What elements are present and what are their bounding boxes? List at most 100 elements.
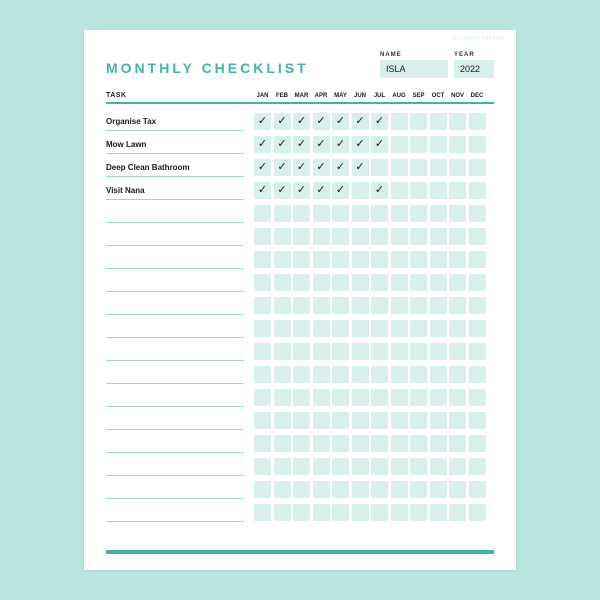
checkbox[interactable] [293,458,310,475]
checkbox[interactable] [313,366,330,383]
checkbox[interactable] [469,458,486,475]
checkbox[interactable] [352,182,369,199]
checkbox[interactable] [391,297,408,314]
checkbox[interactable] [430,320,447,337]
checkbox[interactable] [274,504,291,521]
checkbox[interactable] [449,389,466,406]
checkbox[interactable] [371,205,388,222]
checkbox[interactable] [391,274,408,291]
checkbox[interactable] [430,251,447,268]
checkbox[interactable] [391,320,408,337]
checkbox[interactable] [430,182,447,199]
checkbox[interactable] [274,366,291,383]
checkbox[interactable] [274,251,291,268]
checkbox[interactable] [410,228,427,245]
checkbox[interactable] [449,159,466,176]
checkbox[interactable] [313,504,330,521]
checkbox[interactable] [293,504,310,521]
checkbox[interactable] [430,228,447,245]
checkbox[interactable] [449,297,466,314]
checkbox[interactable] [410,136,427,153]
checkbox[interactable] [293,320,310,337]
checkbox[interactable] [254,343,271,360]
checkbox[interactable] [313,389,330,406]
checkbox[interactable] [293,274,310,291]
checkbox[interactable] [371,343,388,360]
checkbox[interactable] [254,435,271,452]
checkbox[interactable] [469,113,486,130]
checkbox[interactable] [332,297,349,314]
checkbox[interactable] [449,205,466,222]
checkbox[interactable] [371,251,388,268]
checkbox[interactable]: ✓ [313,159,330,176]
checkbox[interactable] [313,251,330,268]
checkbox[interactable] [332,412,349,429]
checkbox[interactable] [274,412,291,429]
checkbox[interactable] [332,389,349,406]
checkbox[interactable] [391,228,408,245]
checkbox[interactable] [293,251,310,268]
checkbox[interactable] [449,182,466,199]
checkbox[interactable] [313,458,330,475]
checkbox[interactable]: ✓ [371,182,388,199]
checkbox[interactable] [391,458,408,475]
checkbox[interactable] [352,389,369,406]
checkbox[interactable] [371,320,388,337]
checkbox[interactable] [449,251,466,268]
checkbox[interactable] [449,343,466,360]
checkbox[interactable] [469,228,486,245]
checkbox[interactable] [430,458,447,475]
checkbox[interactable] [410,274,427,291]
checkbox[interactable] [371,297,388,314]
checkbox[interactable] [371,481,388,498]
checkbox[interactable] [293,343,310,360]
checkbox[interactable] [332,458,349,475]
checkbox[interactable] [391,343,408,360]
task-label-cell[interactable] [106,363,254,386]
checkbox[interactable] [274,481,291,498]
checkbox[interactable] [410,389,427,406]
checkbox[interactable] [449,228,466,245]
checkbox[interactable] [469,182,486,199]
checkbox[interactable] [274,435,291,452]
checkbox[interactable] [430,205,447,222]
year-value[interactable]: 2022 [454,60,494,78]
checkbox[interactable] [430,412,447,429]
task-label-cell[interactable]: Mow Lawn [106,133,254,156]
checkbox[interactable] [352,435,369,452]
task-label-cell[interactable] [106,294,254,317]
checkbox[interactable] [430,481,447,498]
checkbox[interactable] [449,504,466,521]
checkbox[interactable] [449,481,466,498]
checkbox[interactable] [332,205,349,222]
checkbox[interactable] [449,136,466,153]
checkbox[interactable] [430,389,447,406]
checkbox[interactable] [449,113,466,130]
checkbox[interactable] [332,481,349,498]
checkbox[interactable] [469,481,486,498]
checkbox[interactable]: ✓ [254,136,271,153]
checkbox[interactable] [254,481,271,498]
checkbox[interactable] [352,228,369,245]
task-label-cell[interactable] [106,409,254,432]
checkbox[interactable] [410,205,427,222]
checkbox[interactable] [313,412,330,429]
checkbox[interactable] [332,228,349,245]
checkbox[interactable] [410,504,427,521]
checkbox[interactable] [430,274,447,291]
checkbox[interactable] [254,297,271,314]
checkbox[interactable] [469,159,486,176]
checkbox[interactable] [469,366,486,383]
checkbox[interactable] [391,182,408,199]
checkbox[interactable]: ✓ [332,136,349,153]
checkbox[interactable] [274,389,291,406]
checkbox[interactable] [391,435,408,452]
task-label-cell[interactable] [106,501,254,524]
checkbox[interactable] [293,205,310,222]
checkbox[interactable] [410,113,427,130]
checkbox[interactable] [410,251,427,268]
checkbox[interactable] [352,274,369,291]
name-value[interactable]: ISLA [380,60,448,78]
checkbox[interactable] [391,159,408,176]
checkbox[interactable] [391,412,408,429]
